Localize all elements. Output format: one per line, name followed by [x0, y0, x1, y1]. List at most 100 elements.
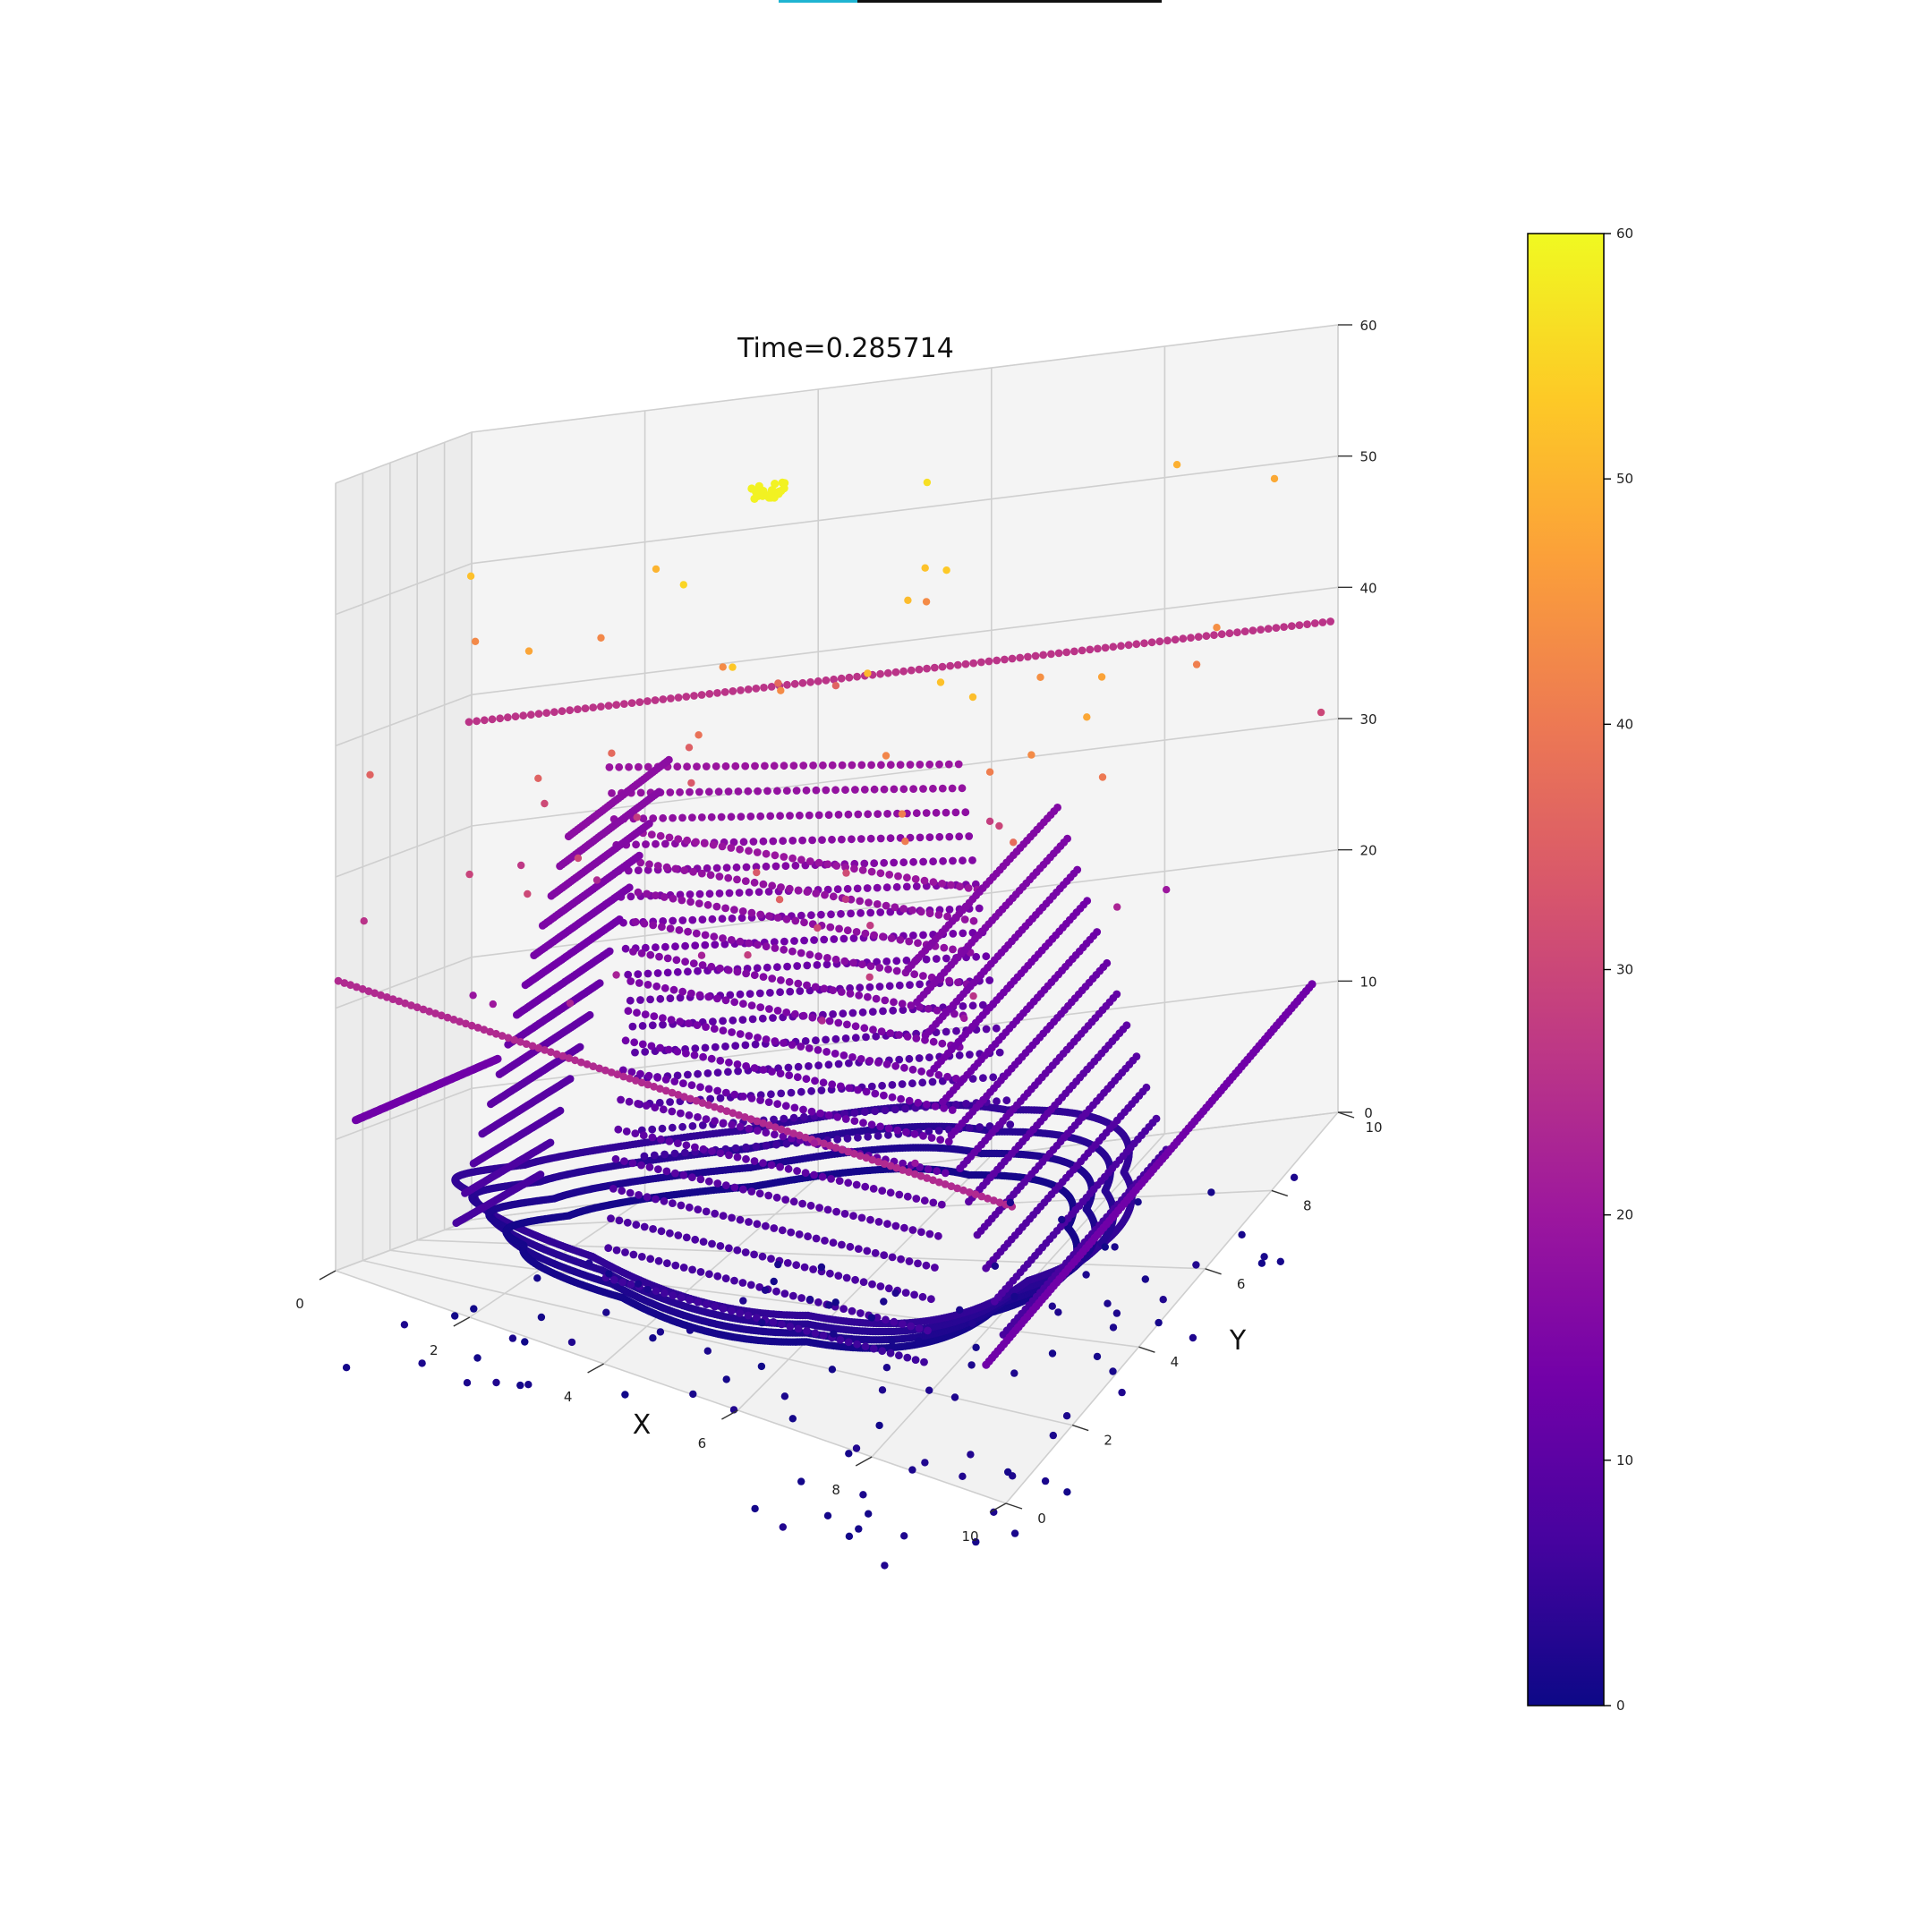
scatter-point [789, 1197, 798, 1206]
scatter-point [793, 962, 802, 970]
scatter-point [753, 848, 762, 856]
scatter-point [922, 809, 931, 817]
scatter-point [968, 1075, 977, 1083]
scatter-point [805, 857, 814, 865]
scatter-point [933, 1167, 942, 1176]
scatter-point [1002, 1096, 1011, 1105]
scatter-point [796, 987, 805, 995]
scatter-point [682, 1141, 691, 1150]
scatter-point [648, 1133, 657, 1142]
scatter-point [797, 1043, 805, 1051]
scatter-point [689, 959, 698, 967]
scatter-point [861, 1108, 869, 1117]
scatter-point [780, 945, 788, 954]
scatter-point [814, 1298, 822, 1306]
scatter-point [716, 964, 724, 973]
scatter-point [874, 1132, 882, 1140]
scatter-point [640, 919, 649, 928]
scatter-point [674, 1139, 682, 1147]
scatter-point [790, 937, 798, 945]
scatter-point [837, 909, 845, 918]
scatter-point [742, 1154, 750, 1163]
scatter-point [890, 785, 899, 794]
scatter-point [622, 1128, 631, 1136]
scatter-point [742, 1062, 750, 1070]
scatter-point [634, 970, 643, 978]
scatter-point [841, 786, 849, 795]
scatter-point [812, 889, 821, 898]
scatter-point [733, 1246, 742, 1255]
scatter-point [770, 1115, 778, 1124]
scatter-point [737, 813, 746, 821]
scatter-point [912, 882, 921, 890]
scatter-point [927, 1134, 936, 1142]
scatter-point [634, 1100, 643, 1108]
scatter-point [861, 1342, 870, 1351]
scatter-point [646, 995, 654, 1004]
scatter-point [882, 1060, 891, 1068]
scatter-point [738, 1016, 747, 1024]
scatter-point [658, 923, 666, 932]
scatter-point [745, 1124, 754, 1133]
scatter-point [689, 867, 697, 876]
scatter-point [782, 1139, 791, 1148]
scatter-point [914, 939, 922, 948]
scatter-point [885, 871, 894, 879]
scatter-point [886, 834, 895, 843]
scatter-point [629, 1250, 638, 1259]
scatter-point [715, 889, 724, 898]
scatter-point [828, 835, 836, 844]
scatter-point [908, 1065, 917, 1074]
scatter-point [925, 1128, 933, 1136]
scatter-point [712, 762, 720, 770]
scatter-point [796, 811, 804, 820]
scatter-point [914, 1098, 923, 1107]
scatter-point [954, 760, 963, 769]
scatter-point [687, 989, 695, 998]
scatter-point [780, 853, 788, 861]
scatter-point [653, 1073, 662, 1082]
scatter-point [831, 786, 839, 795]
scatter-point [754, 940, 762, 949]
scatter-point [660, 983, 669, 992]
scatter-point [912, 809, 921, 818]
scatter-point [865, 983, 874, 992]
scatter-point [937, 1200, 946, 1209]
scatter-point [762, 1035, 771, 1043]
scatter-point [865, 898, 873, 906]
scatter-point [892, 882, 901, 891]
scatter-point [896, 935, 905, 944]
scatter-point [873, 1313, 882, 1322]
scatter-point [839, 1009, 848, 1018]
scatter-point [925, 833, 934, 841]
scatter-point [829, 1010, 837, 1018]
scatter-point [881, 996, 890, 1005]
scatter-point [932, 955, 941, 963]
scatter-point [839, 934, 848, 943]
scatter-point [908, 906, 916, 915]
scatter-point [834, 1060, 843, 1068]
scatter-point [884, 1131, 892, 1139]
scatter-point [909, 785, 917, 793]
scatter-point [738, 907, 747, 915]
scatter-point [817, 910, 825, 919]
scatter-point [882, 957, 891, 966]
scatter-point [731, 1144, 740, 1153]
scatter-point [833, 1135, 842, 1144]
scatter-point [730, 906, 738, 914]
scatter-point [662, 863, 671, 872]
scatter-point [902, 882, 911, 891]
scatter-point [920, 876, 929, 885]
scatter-point [849, 934, 858, 942]
scatter-point [660, 1289, 669, 1298]
scatter-point [888, 1253, 897, 1262]
scatter-point [892, 966, 901, 975]
scatter-point [848, 1009, 857, 1017]
scatter-point [604, 1244, 613, 1253]
scatter-point [691, 1143, 699, 1152]
scatter-point [652, 982, 661, 991]
scatter-point [721, 904, 729, 913]
scatter-point [730, 1183, 739, 1192]
scatter-point [932, 808, 941, 817]
scatter-point [779, 1132, 788, 1141]
